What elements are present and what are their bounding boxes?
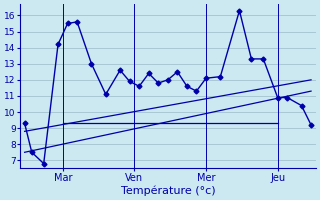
X-axis label: Température (°c): Température (°c) xyxy=(121,185,215,196)
